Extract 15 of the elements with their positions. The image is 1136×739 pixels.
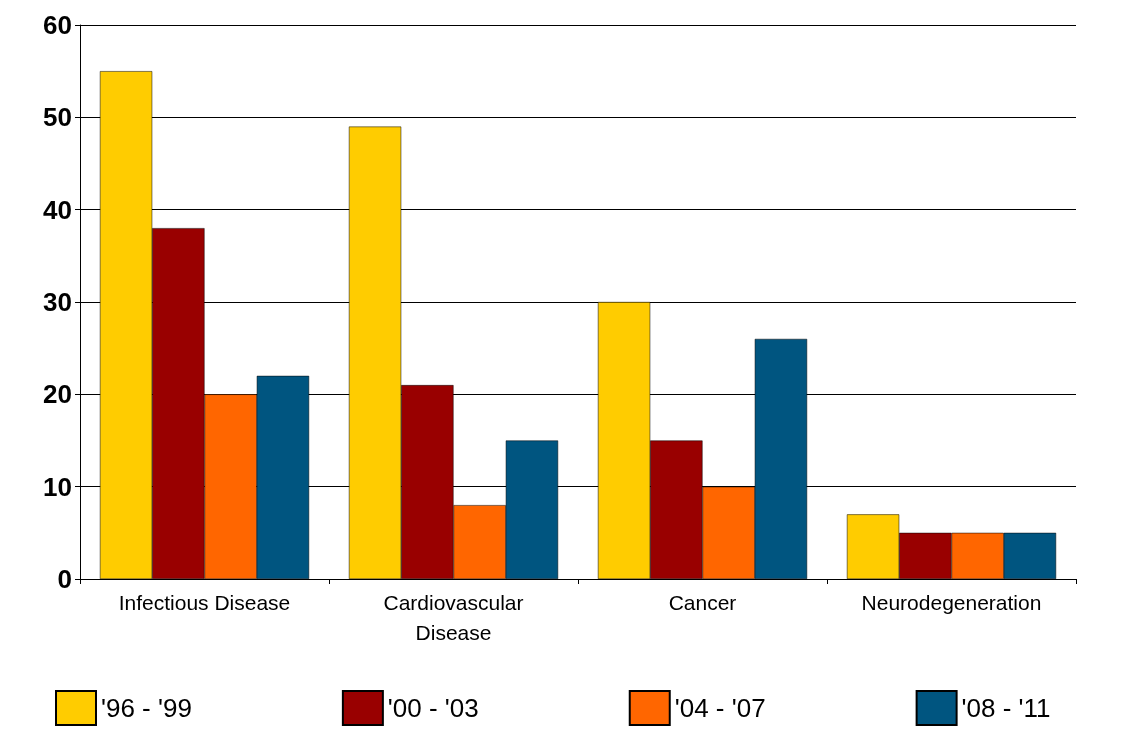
legend-label: '00 - '03 [387,693,479,723]
x-tick-label: Cardiovascular Disease [383,590,524,644]
y-tick-label: 60 [43,10,72,40]
legend-label: '04 - '07 [674,693,766,723]
x-tick-label: Cancer [668,590,737,614]
x-tick-label: Neurodegeneration [861,590,1042,614]
y-tick-label: 10 [43,471,72,502]
legend-label: '08 - '11 [961,693,1051,723]
y-tick-label: 50 [43,102,72,133]
x-tick-label: Infectious Disease [118,590,291,614]
y-tick-label: 30 [43,287,72,317]
y-tick-label: 40 [43,194,72,225]
legend-label: '96 - '99 [101,693,192,723]
y-tick-label: 0 [57,564,72,594]
y-tick-label: 20 [43,379,72,410]
